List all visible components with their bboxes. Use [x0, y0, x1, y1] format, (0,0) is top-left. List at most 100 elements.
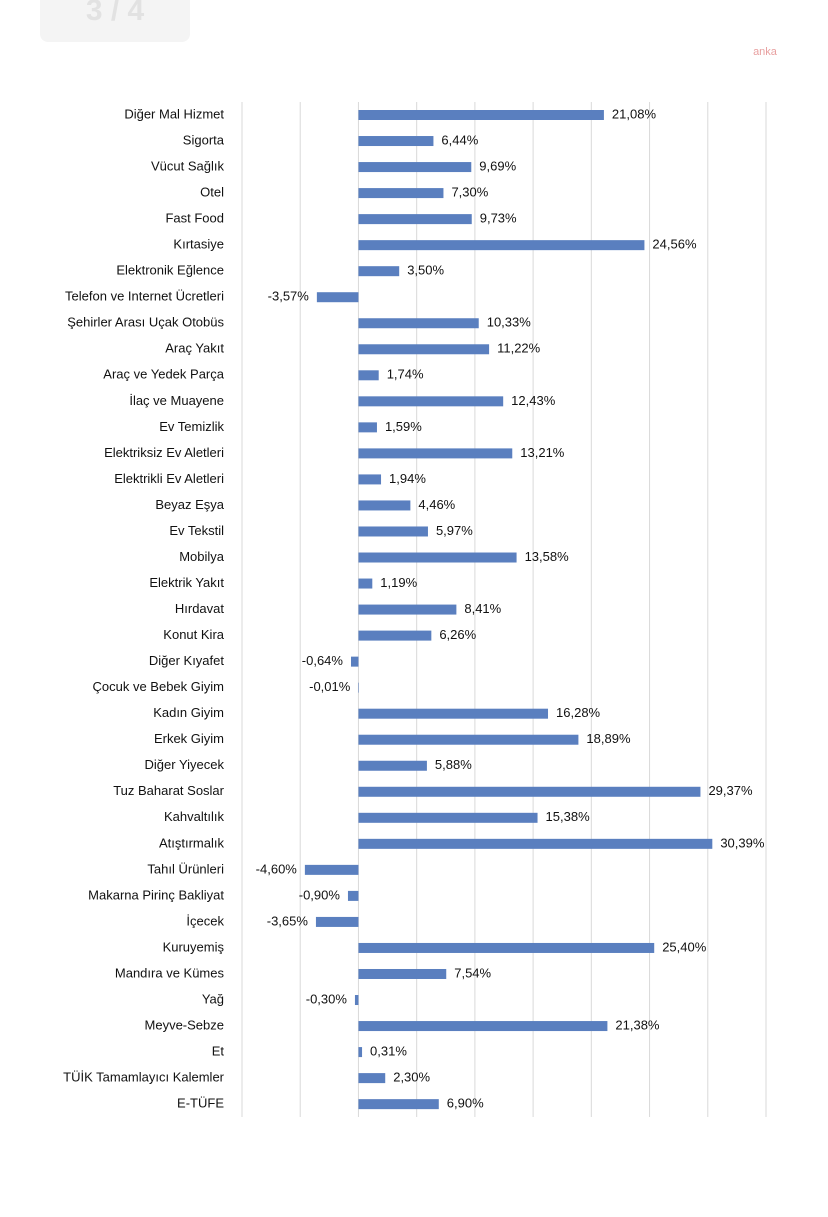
bar — [358, 396, 504, 407]
bar — [358, 110, 604, 120]
bar — [358, 578, 373, 589]
category-label: Elektrik Yakıt — [149, 575, 224, 590]
bar — [358, 370, 379, 381]
value-label: 6,26% — [439, 627, 476, 642]
value-label: 1,19% — [380, 575, 417, 590]
page-indicator-box — [40, 0, 190, 42]
bar — [358, 604, 457, 615]
bar — [358, 968, 447, 979]
category-label: Beyaz Eşya — [155, 497, 224, 512]
value-label: -0,90% — [299, 887, 341, 902]
bar — [350, 656, 359, 667]
bar — [358, 136, 434, 147]
category-label: İlaç ve Muayene — [129, 393, 224, 408]
bar — [358, 760, 427, 771]
value-label: -0,30% — [306, 991, 348, 1006]
bar — [358, 786, 701, 797]
bar — [358, 474, 382, 485]
value-label: 12,43% — [511, 393, 556, 408]
value-label: 18,89% — [586, 731, 631, 746]
bar — [358, 812, 538, 823]
bar — [358, 1021, 608, 1032]
value-label: 6,90% — [447, 1096, 484, 1111]
bar — [347, 890, 359, 901]
category-label: Diğer Yiyecek — [145, 757, 225, 772]
category-label: TÜİK Tamamlayıcı Kalemler — [63, 1070, 225, 1085]
bar — [358, 682, 359, 693]
value-label: 3,50% — [407, 263, 444, 278]
value-label: 11,22% — [497, 341, 541, 356]
value-label: 7,30% — [451, 185, 488, 200]
value-label: 10,33% — [487, 315, 532, 330]
category-label: Erkek Giyim — [154, 731, 224, 746]
category-label: E-TÜFE — [177, 1096, 224, 1111]
logo: anka — [753, 46, 778, 58]
category-label: Elektrikli Ev Aletleri — [114, 471, 224, 486]
value-label: 7,54% — [454, 965, 491, 980]
value-label: 8,41% — [464, 601, 501, 616]
value-label: 15,38% — [546, 809, 591, 824]
category-label: Mandıra ve Kümes — [115, 965, 225, 980]
bar — [358, 318, 479, 329]
value-label: 9,73% — [480, 211, 517, 226]
category-label: Telefon ve Internet Ücretleri — [65, 289, 224, 304]
value-label: 0,31% — [370, 1044, 407, 1059]
bar — [358, 1073, 386, 1084]
category-label: Mobilya — [179, 549, 225, 564]
category-label: Kuruyemiş — [163, 939, 225, 954]
category-label: Elektriksiz Ev Aletleri — [104, 445, 224, 460]
bar — [358, 500, 411, 511]
bar — [358, 708, 549, 719]
value-label: 21,08% — [612, 106, 657, 121]
category-label: Makarna Pirinç Bakliyat — [88, 887, 224, 902]
category-label: Tahıl Ürünleri — [147, 861, 224, 876]
category-label: Kadın Giyim — [153, 705, 224, 720]
value-label: 30,39% — [720, 835, 765, 850]
value-label: -0,01% — [309, 679, 351, 694]
value-label: 13,21% — [520, 445, 565, 460]
bar — [358, 1047, 363, 1058]
bar — [358, 552, 517, 563]
bar — [358, 188, 444, 199]
bar — [316, 292, 359, 303]
bar — [358, 734, 579, 745]
bar — [358, 266, 400, 277]
bar — [358, 630, 432, 641]
category-label: Kırtasiye — [173, 237, 224, 252]
value-label: 5,97% — [436, 523, 473, 538]
value-label: -0,64% — [302, 653, 344, 668]
value-label: 21,38% — [615, 1017, 660, 1032]
value-label: -3,65% — [267, 913, 309, 928]
value-label: -4,60% — [256, 861, 298, 876]
category-label: Konut Kira — [163, 627, 224, 642]
value-label: -3,57% — [268, 289, 310, 304]
value-label: 9,69% — [479, 158, 516, 173]
value-label: 5,88% — [435, 757, 472, 772]
category-label: Ev Temizlik — [159, 419, 224, 434]
category-label: Tuz Baharat Soslar — [113, 783, 224, 798]
value-label: 2,30% — [393, 1070, 430, 1085]
bar — [358, 422, 377, 433]
bar — [358, 214, 472, 225]
value-label: 1,94% — [389, 471, 426, 486]
category-label: Şehirler Arası Uçak Otobüs — [67, 315, 224, 330]
bar — [358, 448, 513, 459]
value-label: 13,58% — [525, 549, 570, 564]
category-label: Meyve-Sebze — [145, 1017, 224, 1032]
value-label: 25,40% — [662, 939, 707, 954]
bar — [354, 995, 359, 1006]
bar — [315, 916, 359, 927]
category-label: Yağ — [202, 991, 224, 1006]
bar — [358, 1099, 439, 1110]
bar — [358, 942, 655, 953]
value-label: 4,46% — [418, 497, 455, 512]
category-label: Çocuk ve Bebek Giyim — [93, 679, 225, 694]
bar — [358, 344, 490, 355]
category-label: Otel — [200, 185, 224, 200]
category-label: Fast Food — [165, 211, 224, 226]
value-label: 24,56% — [652, 237, 697, 252]
category-label: Elektronik Eğlence — [116, 263, 224, 278]
category-label: Araç ve Yedek Parça — [103, 367, 224, 382]
value-label: 6,44% — [441, 132, 478, 147]
